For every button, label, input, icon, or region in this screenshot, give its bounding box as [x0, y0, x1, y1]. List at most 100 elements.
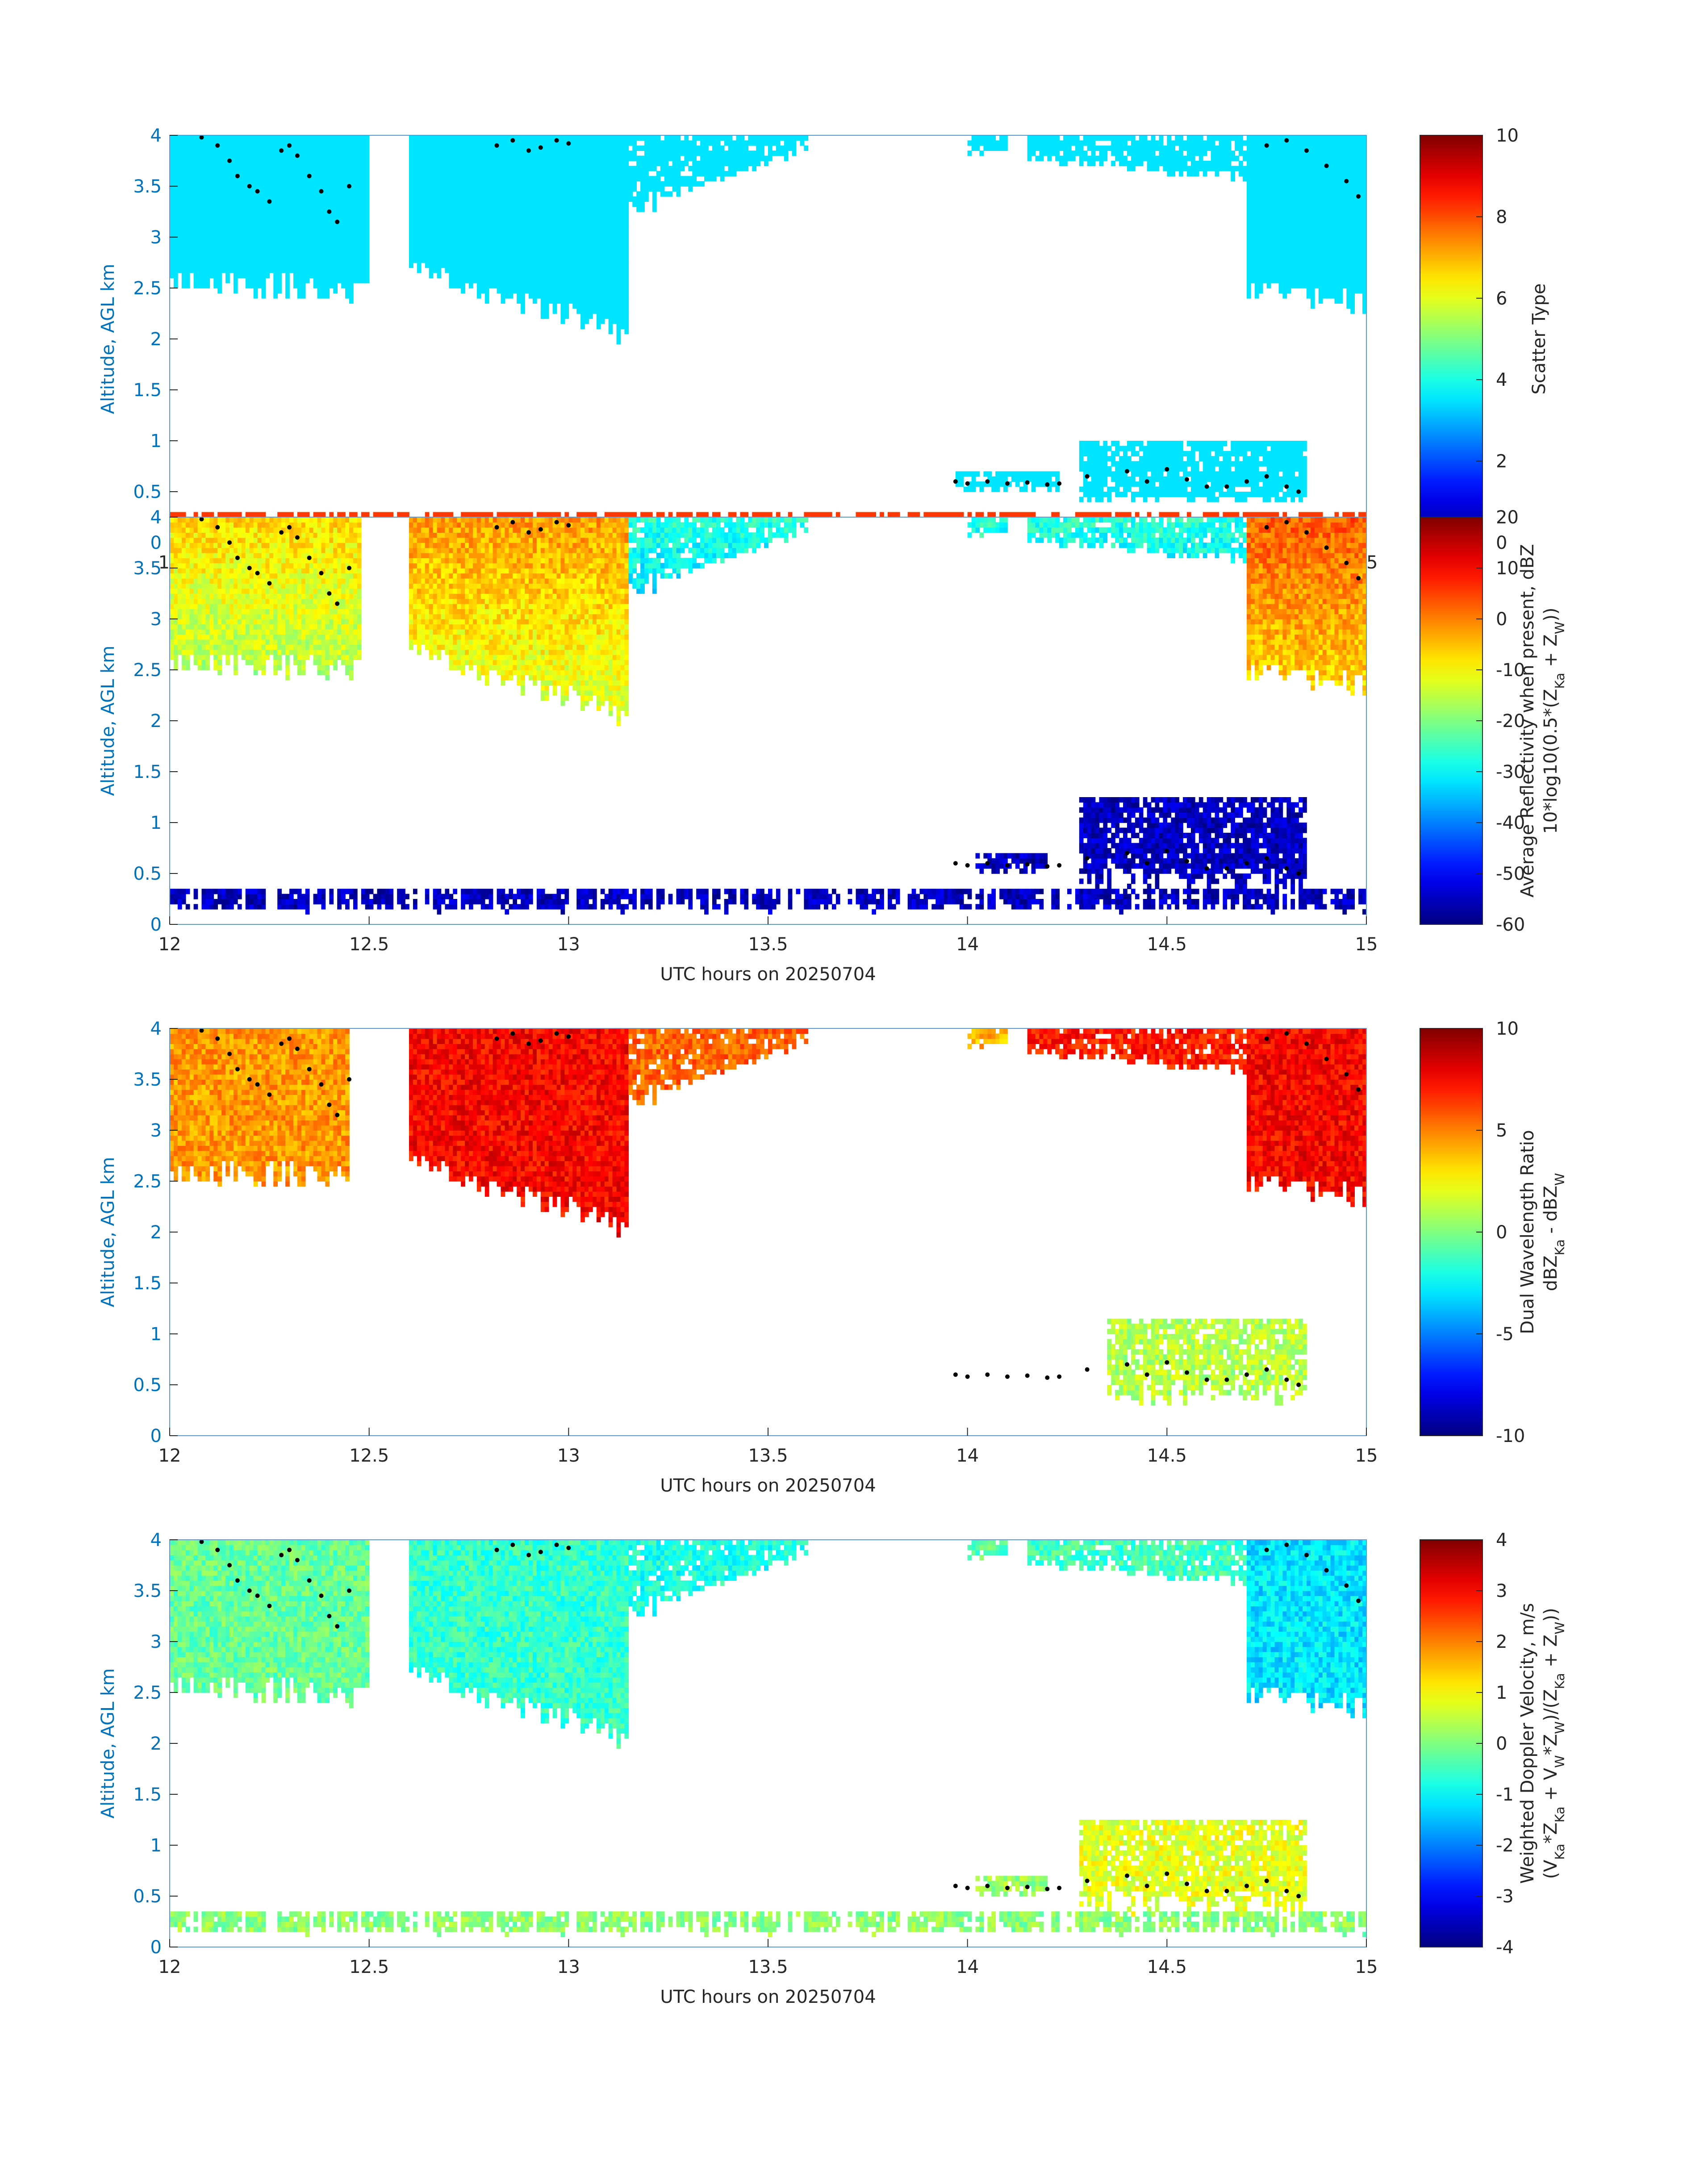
data-cell	[433, 227, 438, 233]
data-cell	[604, 298, 609, 304]
data-cell	[321, 247, 326, 253]
data-cell	[585, 140, 589, 146]
data-cell	[1318, 257, 1323, 263]
data-cell	[301, 283, 306, 288]
data-cell	[497, 166, 501, 171]
data-cell	[249, 242, 254, 248]
data-cell	[700, 166, 705, 171]
data-cell	[696, 161, 701, 167]
data-cell	[1318, 161, 1323, 167]
data-cell	[209, 257, 214, 263]
data-cell	[361, 242, 366, 248]
data-cell	[656, 150, 661, 156]
data-cell	[1282, 181, 1287, 187]
data-cell	[1199, 166, 1203, 171]
data-cell	[552, 272, 557, 278]
data-cell	[1223, 166, 1228, 171]
data-cell	[476, 155, 481, 161]
data-cell	[1342, 217, 1347, 222]
data-cell	[1119, 161, 1123, 167]
data-cell	[756, 145, 760, 151]
data-cell	[325, 201, 330, 207]
data-cell	[624, 186, 629, 192]
data-cell	[465, 212, 469, 217]
data-cell	[297, 242, 302, 248]
data-cell	[525, 212, 529, 217]
data-cell	[433, 145, 438, 151]
data-cell	[453, 161, 457, 167]
data-cell	[720, 135, 725, 141]
data-cell	[472, 201, 477, 207]
data-cell	[409, 145, 413, 151]
data-cell	[457, 242, 461, 248]
data-cell	[476, 135, 481, 141]
data-cell	[1326, 257, 1331, 263]
data-cell	[1299, 191, 1303, 197]
data-cell	[257, 237, 262, 243]
data-cell	[744, 150, 749, 156]
data-cell	[226, 145, 230, 151]
data-cell	[1310, 267, 1315, 273]
data-cell	[664, 135, 669, 141]
data-cell	[445, 206, 450, 212]
data-cell	[1310, 140, 1315, 146]
data-cell	[480, 186, 485, 192]
data-cell	[193, 161, 198, 167]
data-cell	[616, 196, 621, 202]
data-cell	[564, 247, 569, 253]
data-cell	[1346, 135, 1351, 141]
data-cell	[596, 232, 601, 238]
data-cell	[688, 155, 693, 161]
data-cell	[480, 212, 485, 217]
data-cell	[1282, 155, 1287, 161]
data-cell	[265, 155, 270, 161]
data-cell	[517, 252, 521, 258]
data-cell	[1250, 242, 1255, 248]
data-cell	[1270, 171, 1275, 176]
data-cell	[517, 237, 521, 243]
data-cell	[1286, 161, 1291, 167]
data-cell	[1282, 186, 1287, 192]
data-cell	[1011, 476, 1016, 482]
data-cell	[1111, 161, 1115, 167]
data-cell	[505, 257, 509, 263]
data-cell	[1346, 232, 1351, 238]
data-cell	[1338, 288, 1343, 294]
data-cell	[608, 140, 613, 146]
data-cell	[237, 257, 242, 263]
data-cell	[469, 140, 473, 146]
data-cell	[1326, 145, 1331, 151]
data-cell	[205, 237, 210, 243]
data-cell	[784, 140, 789, 146]
data-cell	[181, 252, 186, 258]
data-cell	[289, 166, 294, 171]
data-cell	[736, 140, 741, 146]
data-cell	[1310, 145, 1315, 151]
data-cell	[497, 181, 501, 187]
data-cell	[293, 227, 298, 233]
data-cell	[173, 166, 178, 171]
data-cell	[1338, 166, 1343, 171]
data-cell	[568, 283, 573, 288]
data-cell	[568, 166, 573, 171]
data-cell	[1262, 206, 1267, 212]
data-cell	[572, 217, 577, 222]
data-cell	[472, 272, 477, 278]
data-cell	[604, 186, 609, 192]
data-cell	[1270, 278, 1275, 284]
data-cell	[221, 257, 226, 263]
data-cell	[708, 171, 713, 176]
data-cell	[521, 145, 525, 151]
data-cell	[1250, 237, 1255, 243]
data-cell	[560, 186, 565, 192]
data-cell	[497, 232, 501, 238]
data-cell	[1346, 242, 1351, 248]
data-cell	[189, 242, 194, 248]
data-cell	[548, 191, 553, 197]
data-cell	[1207, 140, 1211, 146]
data-cell	[353, 176, 358, 182]
data-cell	[461, 252, 465, 258]
data-cell	[620, 308, 625, 314]
data-cell	[1303, 166, 1307, 171]
data-cell	[497, 272, 501, 278]
